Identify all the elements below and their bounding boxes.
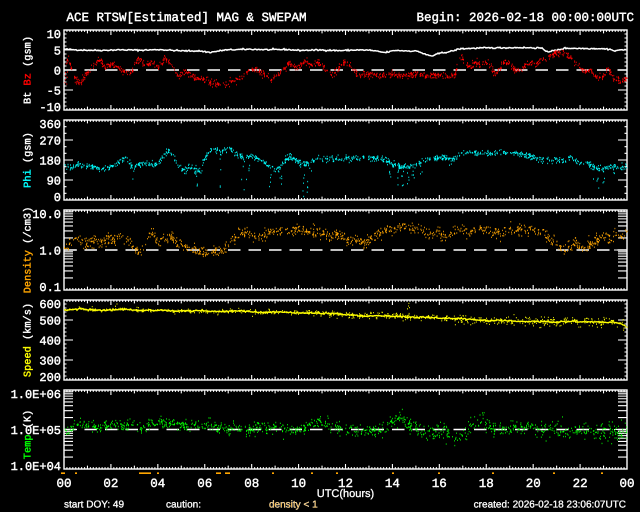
svg-text:-10: -10	[39, 101, 61, 115]
svg-text:270: 270	[39, 134, 61, 148]
svg-text:18: 18	[479, 477, 494, 491]
svg-text:180: 180	[39, 154, 61, 168]
svg-text:02: 02	[103, 477, 118, 491]
svg-text:0.1: 0.1	[39, 281, 61, 295]
svg-text:caution:: caution:	[166, 500, 201, 511]
svg-text:1.0E+06: 1.0E+06	[11, 388, 61, 402]
svg-text:500: 500	[39, 314, 61, 328]
svg-text:UTC(hours): UTC(hours)	[317, 488, 374, 500]
svg-text:Bt Bz (gsm): Bt Bz (gsm)	[23, 36, 35, 104]
svg-text:12: 12	[338, 477, 353, 491]
svg-text:Speed (km/s): Speed (km/s)	[23, 303, 35, 377]
svg-text:06: 06	[197, 477, 212, 491]
svg-text:Phi (gsm): Phi (gsm)	[23, 132, 35, 188]
svg-text:08: 08	[244, 477, 259, 491]
svg-text:360: 360	[39, 118, 61, 132]
svg-text:Begin: 2026-02-18 00:00:00UTC: Begin: 2026-02-18 00:00:00UTC	[416, 11, 634, 25]
svg-text:00: 00	[619, 477, 634, 491]
svg-text:22: 22	[573, 477, 588, 491]
svg-text:Density (/cm3): Density (/cm3)	[23, 207, 35, 294]
svg-text:00: 00	[56, 477, 71, 491]
svg-text:1.0E+04: 1.0E+04	[11, 460, 61, 474]
svg-text:14: 14	[385, 477, 400, 491]
svg-text:5: 5	[54, 44, 61, 58]
svg-text:1.0: 1.0	[39, 244, 61, 258]
svg-text:start DOY: 49: start DOY: 49	[64, 500, 124, 511]
svg-text:10: 10	[291, 477, 306, 491]
svg-text:600: 600	[39, 298, 61, 312]
svg-text:200: 200	[39, 371, 61, 385]
svg-text:0: 0	[54, 64, 61, 78]
svg-text:Temp (K): Temp (K)	[23, 410, 35, 459]
svg-text:-5: -5	[47, 84, 61, 98]
svg-text:16: 16	[432, 477, 447, 491]
svg-text:90: 90	[47, 174, 61, 188]
svg-text:created: 2026-02-18 23:06:07UT: created: 2026-02-18 23:06:07UTC	[474, 500, 626, 511]
svg-text:04: 04	[150, 477, 165, 491]
svg-text:20: 20	[526, 477, 541, 491]
svg-text:density < 1: density < 1	[269, 500, 318, 511]
svg-text:1.0E+05: 1.0E+05	[11, 424, 61, 438]
svg-text:10.0: 10.0	[32, 208, 61, 222]
svg-text:0: 0	[54, 191, 61, 205]
svg-text:10: 10	[47, 28, 61, 42]
svg-text:ACE RTSW[Estimated] MAG & SWEP: ACE RTSW[Estimated] MAG & SWEPAM	[67, 11, 307, 25]
svg-text:400: 400	[39, 334, 61, 348]
svg-text:300: 300	[39, 354, 61, 368]
